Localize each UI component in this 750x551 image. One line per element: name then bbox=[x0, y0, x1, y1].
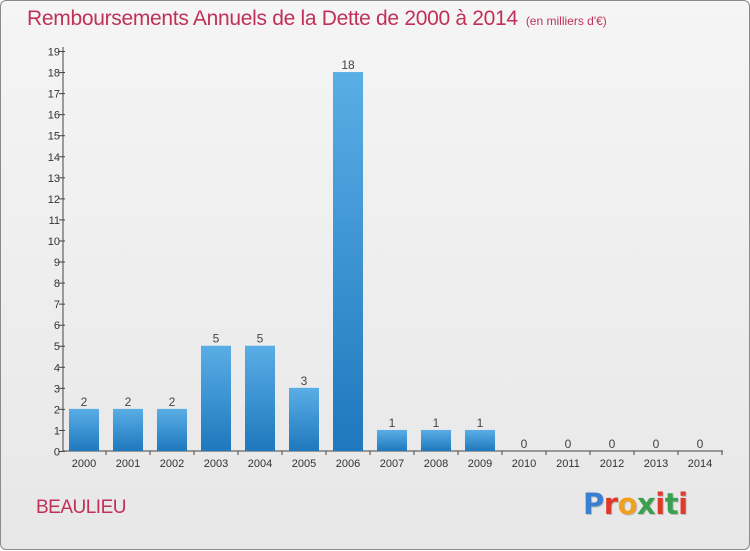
data-label: 1 bbox=[389, 416, 396, 430]
data-label: 5 bbox=[213, 332, 220, 346]
x-tick-label: 2011 bbox=[556, 458, 580, 470]
x-tick-label: 2012 bbox=[600, 458, 624, 470]
y-tick-label: 15 bbox=[48, 131, 60, 143]
data-label: 0 bbox=[697, 437, 704, 451]
logo-letter: P bbox=[583, 487, 604, 521]
logo-letter: i bbox=[655, 487, 665, 521]
y-tick-label: 8 bbox=[54, 278, 60, 290]
bar bbox=[377, 429, 407, 451]
data-label: 0 bbox=[565, 437, 572, 451]
data-label: 3 bbox=[301, 374, 308, 388]
data-label: 0 bbox=[521, 437, 528, 451]
x-tick-label: 2014 bbox=[688, 458, 712, 470]
data-label: 0 bbox=[653, 437, 660, 451]
y-tick-label: 7 bbox=[54, 299, 60, 311]
y-tick-label: 12 bbox=[48, 194, 60, 206]
chart-title-text: Remboursements Annuels de la Dette de 20… bbox=[27, 7, 518, 30]
y-tick-label: 18 bbox=[48, 68, 60, 80]
bar bbox=[201, 345, 231, 451]
x-tick-label: 2004 bbox=[248, 458, 272, 470]
x-tick-label: 2005 bbox=[292, 458, 316, 470]
y-tick-label: 2 bbox=[54, 404, 60, 416]
x-tick-label: 2009 bbox=[468, 458, 492, 470]
x-tick-label: 2003 bbox=[204, 458, 228, 470]
y-tick-label: 4 bbox=[54, 362, 60, 374]
logo-letter: i bbox=[678, 487, 688, 521]
bar bbox=[157, 408, 187, 451]
x-tick-label: 2007 bbox=[380, 458, 404, 470]
x-tick-label: 2013 bbox=[644, 458, 668, 470]
chart-subtitle: (en milliers d'€) bbox=[525, 14, 607, 28]
chart-title: Remboursements Annuels de la Dette de 20… bbox=[27, 7, 607, 31]
y-tick-label: 17 bbox=[48, 89, 60, 101]
commune-name: BEAULIEU bbox=[36, 497, 126, 518]
logo-letter: r bbox=[603, 487, 618, 521]
y-tick-label: 14 bbox=[48, 152, 60, 164]
y-tick-label: 11 bbox=[49, 215, 60, 227]
bar bbox=[465, 429, 495, 451]
logo-letter: t bbox=[664, 487, 679, 521]
y-tick-label: 10 bbox=[48, 236, 60, 248]
x-tick-label: 2006 bbox=[336, 458, 360, 470]
x-tick-label: 2008 bbox=[424, 458, 448, 470]
data-label: 2 bbox=[169, 395, 176, 409]
y-tick-label: 19 bbox=[48, 47, 60, 59]
data-label: 1 bbox=[433, 416, 440, 430]
bar bbox=[289, 387, 319, 451]
y-tick-label: 1 bbox=[54, 425, 60, 437]
proxiti-logo[interactable]: Proxiti bbox=[583, 487, 688, 521]
x-tick-label: 2001 bbox=[116, 458, 140, 470]
y-tick-label: 6 bbox=[54, 320, 60, 332]
data-label: 2 bbox=[81, 395, 88, 409]
y-tick-label: 16 bbox=[48, 110, 60, 122]
y-tick-label: 3 bbox=[54, 383, 60, 395]
bar bbox=[421, 429, 451, 451]
chart-labels: 2000 2 2001 2 2002 2 2003 5 2004 5 2005 3 2006 18 2007… bbox=[72, 58, 712, 470]
chart-bars bbox=[69, 72, 495, 451]
bar bbox=[333, 72, 363, 451]
logo-letter: o bbox=[617, 487, 638, 521]
bar bbox=[245, 345, 275, 451]
x-tick-label: 2002 bbox=[160, 458, 184, 470]
data-label: 1 bbox=[477, 416, 484, 430]
y-tick-label: 5 bbox=[54, 341, 60, 353]
data-label: 18 bbox=[341, 58, 355, 72]
data-label: 0 bbox=[609, 437, 616, 451]
x-tick-label: 2010 bbox=[512, 458, 536, 470]
logo-letter: x bbox=[637, 487, 656, 521]
data-label: 2 bbox=[125, 395, 132, 409]
bar bbox=[69, 408, 99, 451]
y-tick-label: 13 bbox=[48, 173, 60, 185]
y-tick-label: 9 bbox=[54, 257, 60, 269]
data-label: 5 bbox=[257, 332, 264, 346]
y-tick-label: 0 bbox=[54, 447, 60, 459]
x-tick-label: 2000 bbox=[72, 458, 96, 470]
bar bbox=[113, 408, 143, 451]
